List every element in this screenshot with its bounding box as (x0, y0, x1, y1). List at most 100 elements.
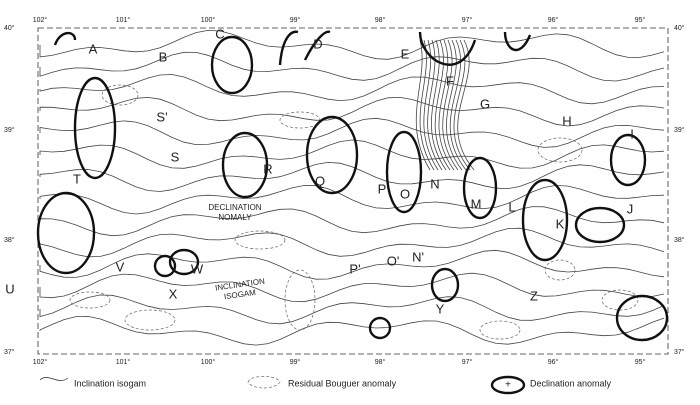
contour (434, 39, 451, 171)
residual-anomaly (537, 137, 583, 163)
latitude-label: 40° (4, 24, 15, 32)
region-label: I (630, 126, 634, 141)
longitude-label: 97° (462, 358, 473, 366)
contour (423, 39, 439, 171)
contour (39, 29, 665, 60)
contour (39, 206, 665, 237)
contour (39, 315, 665, 346)
anomaly-outline (521, 178, 569, 262)
residual-anomaly (284, 269, 316, 331)
region-label: V (116, 259, 125, 274)
region-label: K (556, 216, 565, 231)
longitude-label: 100° (201, 358, 216, 366)
longitude-label: 96° (548, 358, 559, 366)
residual-anomaly (544, 259, 576, 281)
longitude-label: 101° (116, 16, 131, 24)
legend-icon (490, 375, 526, 395)
contour (438, 39, 455, 171)
contour (453, 39, 471, 171)
legend-icons: + (39, 375, 526, 395)
contour (39, 96, 665, 127)
longitude-label: 102° (33, 358, 48, 366)
region-label: U (5, 281, 14, 296)
contour (415, 39, 431, 171)
latitude-label: 40° (674, 24, 685, 32)
contour (39, 249, 665, 280)
region-label: W (191, 261, 204, 276)
anomaly-outline (574, 206, 626, 244)
contour (39, 117, 665, 148)
latitude-label: 39° (4, 126, 15, 134)
anomaly-outline (36, 191, 96, 275)
anomaly-outline (305, 115, 359, 195)
longitude-label: 100° (201, 16, 216, 24)
contour (419, 39, 435, 171)
anomaly-outline (368, 316, 392, 340)
annotation: DECLINATION (208, 203, 261, 212)
legend-label: Inclination isogam (74, 378, 146, 388)
legend-label: Declination anomaly (530, 378, 612, 388)
contour (39, 184, 665, 215)
region-label: A (89, 41, 98, 56)
latitude-label: 39° (674, 126, 685, 134)
region-label: O' (387, 253, 400, 268)
contour (427, 39, 443, 171)
map-frame (37, 27, 669, 355)
longitude-label: 98° (375, 358, 386, 366)
region-label: E (401, 46, 410, 61)
region-label: H (562, 113, 571, 128)
contour (39, 74, 665, 105)
longitude-label: 101° (116, 358, 131, 366)
residual-anomaly (601, 289, 639, 311)
anomaly-outline (168, 248, 200, 276)
plus-sign: + (505, 380, 511, 391)
longitude-label: 96° (548, 16, 559, 24)
residual-anomaly (124, 309, 176, 331)
contour (442, 39, 459, 171)
longitude-label: 95° (635, 358, 646, 366)
region-label: T (73, 171, 81, 186)
longitude-label: 99° (290, 358, 301, 366)
anomaly-outline (278, 30, 331, 66)
region-label: D (313, 36, 322, 51)
region-label: L (508, 199, 515, 214)
legend-icon (39, 377, 69, 381)
longitude-label: 95° (635, 16, 646, 24)
region-label: Y (436, 301, 445, 316)
anomaly-outline (153, 254, 177, 278)
contour (39, 227, 665, 258)
region-label: N (430, 176, 439, 191)
region-label: Z (530, 288, 538, 303)
longitude-label: 98° (375, 16, 386, 24)
anomaly-outline (418, 31, 532, 66)
region-label: P' (349, 261, 360, 276)
latitude-label: 37° (674, 348, 685, 356)
region-label: X (169, 286, 178, 301)
region-label: S (171, 149, 180, 164)
region-label: Q (315, 173, 325, 188)
anomaly-outline (430, 267, 460, 303)
legend-icon (247, 376, 281, 389)
region-label: B (159, 49, 168, 64)
declination-anomalies (36, 30, 669, 342)
anomaly-outline (462, 156, 498, 220)
longitude-label: 97° (462, 16, 473, 24)
contour (446, 39, 463, 171)
anomaly-outline (210, 35, 254, 95)
contour (39, 51, 665, 82)
region-label: C (215, 26, 224, 41)
region-label: F (446, 73, 454, 88)
legend-label: Residual Bouguer anomaly (288, 378, 397, 388)
residual-anomaly (69, 291, 111, 309)
contour (431, 39, 447, 171)
annotation: ISOGAM (223, 288, 256, 301)
latitude-label: 38° (674, 236, 685, 244)
region-label: G (480, 96, 490, 111)
region-label: N' (412, 249, 424, 264)
annotation: NOMALY (218, 213, 252, 222)
residual-anomaly (234, 230, 286, 250)
region-label: M (471, 196, 482, 211)
anomaly-outline (73, 76, 117, 180)
anomaly-outline (609, 133, 647, 187)
